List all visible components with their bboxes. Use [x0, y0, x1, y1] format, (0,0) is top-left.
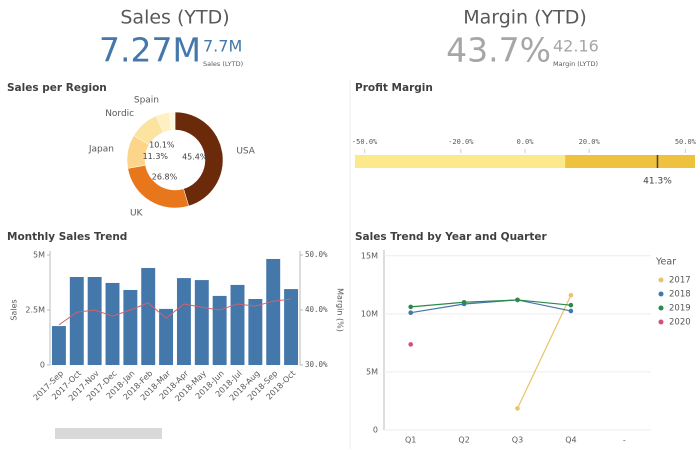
x-tick-label: Q3	[512, 436, 523, 445]
point	[408, 310, 414, 316]
kpi-compare-value: 7.7M	[203, 37, 242, 56]
section-title: Monthly Sales Trend	[7, 231, 127, 243]
donut-slice	[169, 111, 176, 131]
bar	[105, 282, 120, 365]
section-title: Sales per Region	[7, 82, 107, 94]
bar	[266, 258, 281, 365]
slice-value-label: 10.1%	[149, 140, 175, 149]
y-axis-title: Sales	[10, 299, 19, 320]
kpi-value: 43.7%	[446, 31, 551, 70]
scrollbar[interactable]	[55, 428, 162, 439]
line	[58, 298, 292, 326]
y-tick-label: 5M	[366, 367, 378, 376]
x-tick-label: 20.0%	[579, 138, 601, 146]
range-band	[565, 155, 695, 168]
donut-slice	[174, 111, 224, 207]
line	[410, 299, 571, 308]
bar	[212, 295, 227, 365]
section-title: Profit Margin	[355, 82, 433, 94]
slice-label: Nordic	[105, 109, 134, 119]
x-tick-label: -	[623, 436, 626, 445]
point	[568, 308, 574, 314]
slice-value-label: 45.4%	[182, 153, 208, 162]
y2-axis-title: Margin (%)	[336, 288, 345, 332]
bar	[123, 289, 138, 365]
x-tick-label: -20.0%	[448, 138, 474, 146]
bar	[69, 277, 84, 365]
bar	[176, 278, 191, 365]
bar	[159, 308, 174, 365]
kpi-title: Margin (YTD)	[463, 7, 587, 29]
bar	[194, 280, 209, 365]
y-tick-label: 5M	[33, 251, 45, 260]
bar	[248, 299, 263, 365]
y2-tick-label: 30.0%	[305, 360, 328, 369]
legend-label: 2017	[669, 276, 691, 286]
bar	[284, 289, 299, 365]
bar	[141, 267, 156, 365]
y2-tick-label: 40.0%	[305, 305, 328, 314]
legend-swatch	[658, 277, 664, 283]
kpi-title: Sales (YTD)	[120, 7, 229, 29]
point	[408, 304, 414, 310]
point	[461, 299, 467, 305]
y-tick-label: 2.5M	[25, 306, 45, 315]
slice-label: Japan	[88, 144, 114, 154]
point	[515, 297, 520, 303]
x-tick-label: Q2	[458, 436, 469, 445]
value-label: 41.3%	[643, 177, 672, 187]
section-title: Sales Trend by Year and Quarter	[355, 231, 547, 243]
slice-label: UK	[130, 208, 144, 218]
x-tick-label: Q1	[405, 436, 416, 445]
kpi-value: 7.27M	[99, 31, 201, 70]
x-tick-label: 0.0%	[517, 138, 535, 146]
point	[568, 292, 574, 298]
legend-label: 2020	[669, 318, 691, 328]
bar	[230, 284, 245, 365]
x-tick-label: -50.0%	[352, 138, 378, 146]
slice-label: USA	[236, 147, 255, 157]
point	[408, 342, 414, 347]
bar	[87, 277, 102, 365]
bar	[51, 326, 66, 365]
legend-swatch	[658, 291, 664, 297]
slice-value-label: 11.3%	[143, 152, 169, 161]
x-tick-label: 50.0%	[675, 138, 697, 146]
range-band	[355, 155, 566, 168]
y-tick-label: 0	[373, 426, 378, 435]
line	[410, 299, 572, 314]
legend-swatch	[658, 319, 664, 325]
legend-label: 2019	[669, 304, 691, 314]
kpi-compare-label: Sales (LYTD)	[203, 60, 243, 68]
kpi-compare-value: 42.16	[553, 37, 599, 56]
x-tick-label: Q4	[565, 436, 576, 445]
slice-label: Spain	[134, 96, 159, 106]
slice-value-label: 26.8%	[152, 173, 178, 182]
point	[568, 302, 574, 308]
legend-title: Year	[655, 257, 676, 268]
y-tick-label: 0	[40, 361, 45, 370]
kpi-compare-label: Margin (LYTD)	[553, 60, 598, 68]
legend-label: 2018	[669, 290, 691, 300]
y-tick-label: 10M	[361, 309, 378, 318]
point	[515, 406, 520, 411]
y2-tick-label: 50.0%	[305, 250, 328, 259]
legend-swatch	[658, 305, 664, 311]
y-tick-label: 15M	[361, 251, 378, 260]
line	[516, 295, 572, 409]
